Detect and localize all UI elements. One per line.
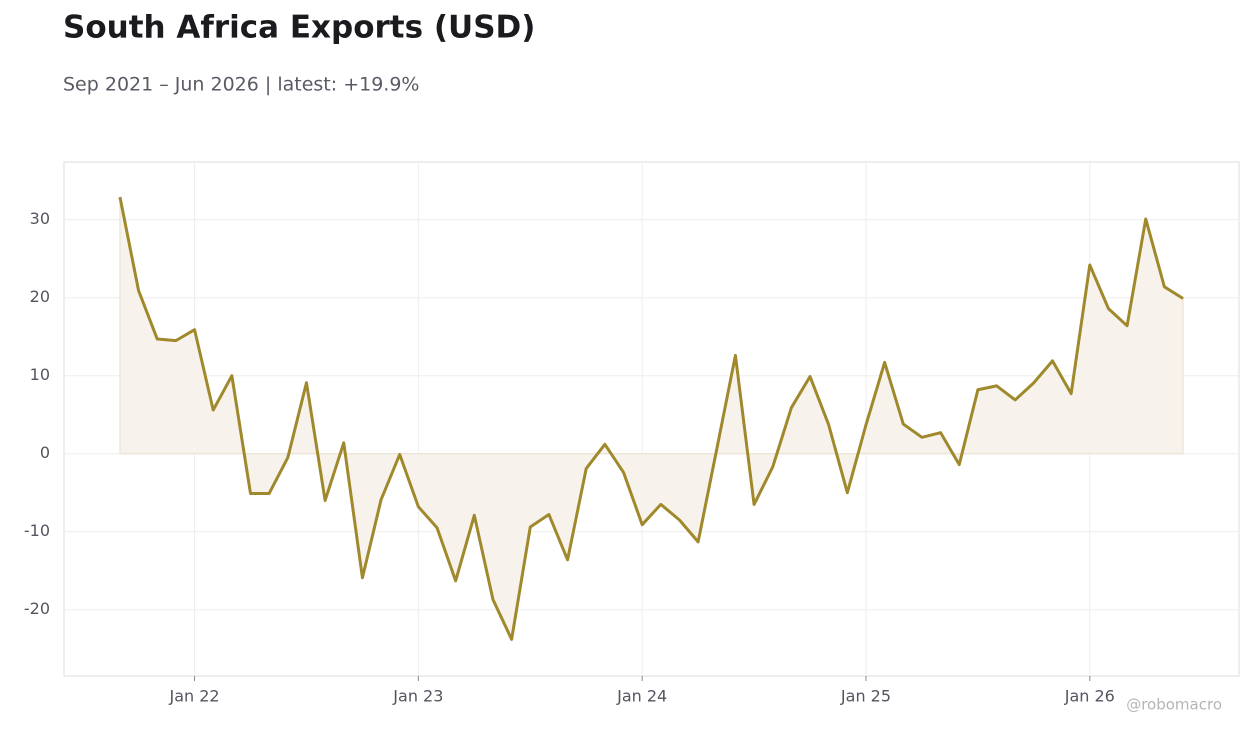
x-tick-label: Jan 26: [1064, 687, 1115, 706]
chart-title: South Africa Exports (USD): [63, 10, 535, 46]
y-tick-label: -20: [24, 599, 50, 618]
y-tick-label: 0: [40, 443, 50, 462]
x-tick-label: Jan 24: [616, 687, 667, 706]
y-tick-label: 20: [30, 287, 50, 306]
watermark: @robomacro: [1126, 696, 1222, 714]
y-tick-label: 10: [30, 365, 50, 384]
chart-subtitle: Sep 2021 – Jun 2026 | latest: +19.9%: [63, 74, 419, 96]
x-tick-label: Jan 22: [169, 687, 220, 706]
area: [119, 197, 1184, 642]
y-tick-label: 30: [30, 209, 50, 228]
line: [118, 196, 1184, 641]
x-tick-label: Jan 23: [392, 687, 443, 706]
plot-frame: [63, 161, 1240, 677]
y-tick-label: -10: [24, 521, 50, 540]
x-tick-label: Jan 25: [840, 687, 891, 706]
